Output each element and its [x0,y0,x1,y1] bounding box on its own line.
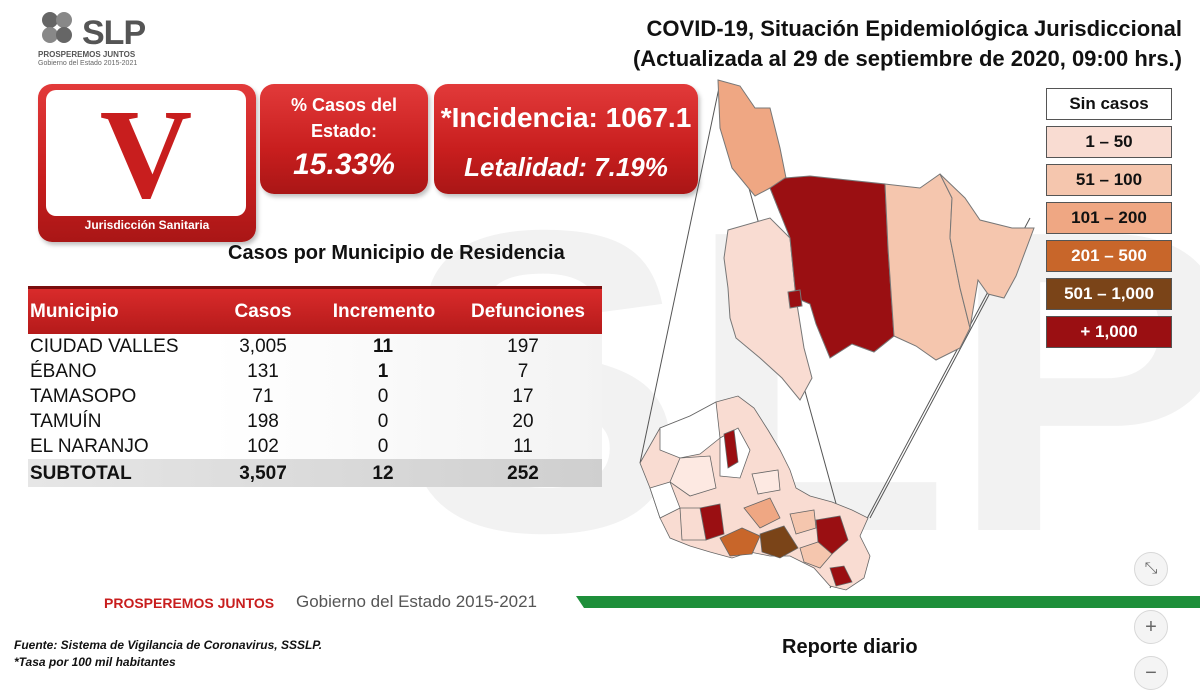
subtotal-label: SUBTOTAL [30,463,132,484]
logo-gov: Gobierno del Estado 2015-2021 [38,60,138,67]
minus-icon: − [1145,662,1157,684]
state-region-c [723,429,739,469]
footer-bar [576,596,1200,608]
cell-municipio: TAMUÍN [30,411,102,432]
row-background [28,359,602,384]
subtotal-casos: 3,507 [239,463,287,484]
rate-note: *Tasa por 100 mil habitantes [14,655,176,669]
legend-item: 1 – 50 [1046,126,1172,158]
jurisdiction-map [639,79,1035,591]
source-note: Fuente: Sistema de Vigilancia de Coronav… [14,638,323,652]
cell-casos: 71 [252,386,274,407]
cell-defunciones: 7 [517,361,529,382]
legend-item: 51 – 100 [1046,164,1172,196]
plus-icon: + [1145,616,1157,638]
logo-brand: SLP [82,14,146,52]
cell-defunciones: 197 [507,336,539,357]
table-subtitle: Casos por Municipio de Residencia [228,242,565,264]
table-body: CIUDAD VALLES 3,005 11 197 ÉBANO 131 1 7 TAMASOP… [28,334,602,459]
zoom-out-button[interactable]: − [1134,656,1168,690]
page-title: COVID-19, Situación Epidemiológica Juris… [633,14,1182,74]
cell-incremento: 0 [377,411,389,432]
subtotal-row: SUBTOTAL 3,507 12 252 [28,459,602,487]
cell-casos: 102 [247,436,279,457]
subtotal-incremento: 12 [372,463,394,484]
cell-incremento: 11 [372,336,394,357]
slp-emblem-icon [42,12,72,43]
legend-item: 101 – 200 [1046,202,1172,234]
state-region-l [751,469,781,495]
header-incremento: Incremento [332,301,436,322]
jurisdiction-numeral: V [99,83,193,225]
cell-municipio: ÉBANO [30,361,97,382]
cell-casos: 131 [247,361,279,382]
map-ebano [939,173,1035,329]
state-region-i [829,565,853,587]
state-region-o [799,541,833,569]
row-background [28,334,602,359]
table-row: TAMUÍN 198 0 20 [28,409,602,434]
jurisdiction-badge: V Jurisdicción Sanitaria [38,84,256,242]
table-row: ÉBANO 131 1 7 [28,359,602,384]
cell-casos: 3,005 [239,336,287,357]
cell-municipio: TAMASOPO [30,386,137,407]
map-small-region [787,289,803,309]
cases-table: Municipio Casos Incremento Defunciones C… [28,286,602,487]
state-region-h [815,515,849,555]
cell-incremento: 0 [377,386,389,407]
zoom-in-button[interactable]: + [1134,610,1168,644]
legend-item: Sin casos [1046,88,1172,120]
state-region-d [669,455,717,497]
map-ciudad-valles [769,175,895,359]
legend-item: 501 – 1,000 [1046,278,1172,310]
report-label: Reporte diario [782,636,918,658]
state-region-g [759,525,799,559]
cell-defunciones: 20 [512,411,534,432]
table-row: TAMASOPO 71 0 17 [28,384,602,409]
cell-defunciones: 11 [513,436,533,457]
table-row: EL NARANJO 102 0 11 [28,434,602,459]
row-background [28,409,602,434]
header-municipio: Municipio [30,301,119,322]
cell-incremento: 1 [377,361,389,382]
row-background [28,434,602,459]
state-region-a [659,401,721,459]
footer-gov: Gobierno del Estado 2015-2021 [296,592,538,611]
badge-inner: V [46,83,246,225]
state-region-f [719,527,761,557]
subtotal-defunciones: 252 [507,463,539,484]
state-region-k [743,497,781,529]
table-row: CIUDAD VALLES 3,005 11 197 [28,334,602,359]
jurisdiction-label: Jurisdicción Sanitaria [84,218,210,232]
state-region-n [679,507,707,541]
cell-incremento: 0 [377,436,389,457]
title-line-2: (Actualizada al 29 de septiembre de 2020… [632,46,1182,71]
state-map [639,395,871,591]
lethality-value: Letalidad: 7.19% [464,152,668,182]
slp-logo: SLP PROSPEREMOS JUNTOS Gobierno del Esta… [36,8,146,68]
header-defunciones: Defunciones [470,301,586,322]
state-region-j [789,509,817,535]
legend-item: + 1,000 [1046,316,1172,348]
title-line-1: COVID-19, Situación Epidemiológica Juris… [646,16,1182,41]
table-header: Municipio Casos Incremento Defunciones [28,286,602,334]
cell-municipio: CIUDAD VALLES [30,336,179,357]
percent-cases-label: % Casos del Estado: [290,95,398,141]
cell-defunciones: 17 [512,386,534,407]
percent-cases-value: 15.33% [293,148,395,181]
fit-screen-icon: ⤡ [1144,560,1158,577]
row-background [28,384,602,409]
incidence-value: *Incidencia: 1067.1 [440,102,692,133]
legend-item: 201 – 500 [1046,240,1172,272]
cell-municipio: EL NARANJO [30,436,149,457]
incidence-panel: *Incidencia: 1067.1 Letalidad: 7.19% [434,84,698,194]
percent-cases-panel: % Casos del Estado: 15.33% [260,84,428,194]
cell-casos: 198 [247,411,279,432]
jurisdiction-detail [717,79,1035,401]
header-casos: Casos [234,301,292,322]
logo-tagline: PROSPEREMOS JUNTOS [38,50,136,59]
footer-tagline: PROSPEREMOS JUNTOS [104,595,275,611]
fit-screen-button[interactable]: ⤡ [1134,552,1168,586]
